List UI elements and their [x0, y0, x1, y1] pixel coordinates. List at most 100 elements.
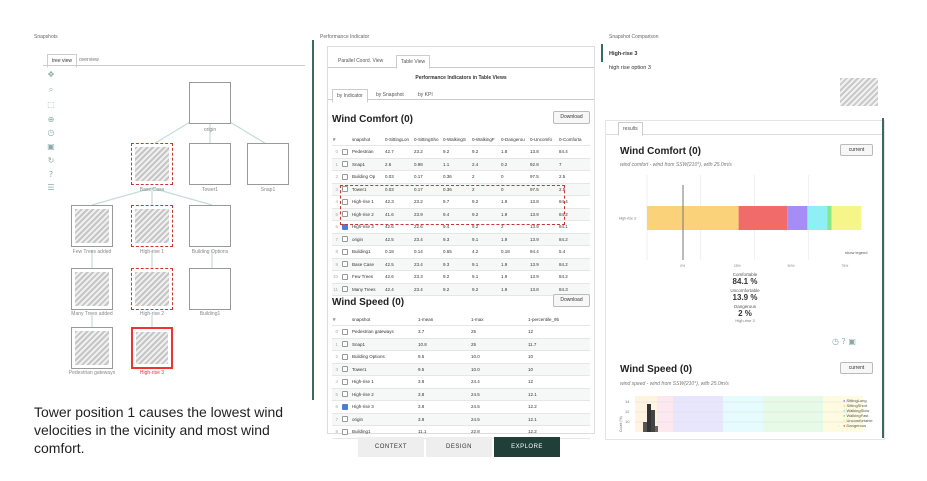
- table-row[interactable]: 1 Snap1 2.6 0.98 1.1 2.4 0.2 92.8 7: [332, 158, 590, 171]
- node-icon[interactable]: ⊕: [47, 115, 55, 124]
- table-row[interactable]: 8 Building1 0.18 0.14 0.65 4.2 0.18 94.4 5.4: [332, 245, 590, 259]
- tree-node-few-trees[interactable]: [71, 205, 113, 247]
- save-icon[interactable]: ▣: [47, 142, 55, 151]
- filter-icon[interactable]: ☰: [47, 183, 55, 192]
- row-checkbox[interactable]: [342, 186, 348, 193]
- table-row[interactable]: 3 Tower1 0.03 0.17 0.36 2 0 97.5 2.5: [332, 183, 590, 196]
- row-checkbox[interactable]: [342, 273, 348, 280]
- column-header[interactable]: #: [332, 313, 341, 326]
- column-header[interactable]: 0-Dangerou: [500, 133, 529, 146]
- row-checkbox[interactable]: [342, 286, 348, 293]
- row-checkbox[interactable]: [342, 161, 348, 168]
- tree-node-high-rise-2[interactable]: [131, 268, 173, 310]
- table-row[interactable]: 11 Many Trees 42.4 23.4 9.2 9.2 1.9 13.8 84.3: [332, 283, 590, 296]
- row-checkbox[interactable]: [342, 261, 348, 268]
- tab-by-snapshot[interactable]: by Snapshot: [376, 92, 404, 98]
- tree-node-tower1[interactable]: [189, 143, 231, 185]
- table-row[interactable]: 5 High-rise 2 41.6 23.9 9.4 9.2 1.9 13.9 84.2: [332, 208, 590, 221]
- column-header[interactable]: [341, 313, 351, 326]
- column-header[interactable]: 0-SittingSho: [413, 133, 442, 146]
- column-header[interactable]: 1-percentile_95: [527, 313, 590, 326]
- column-header[interactable]: snapshot: [351, 133, 384, 146]
- column-header[interactable]: 1-mean: [417, 313, 470, 326]
- bar-segment[interactable]: [831, 206, 862, 230]
- select-icon[interactable]: ⬚: [47, 100, 55, 109]
- column-header[interactable]: 1-max: [470, 313, 527, 326]
- tab-results[interactable]: results: [618, 122, 643, 136]
- tab-parallel-coord[interactable]: Parallel Coord. View: [338, 58, 384, 64]
- tab-table-view[interactable]: Table View: [396, 55, 431, 69]
- table-row[interactable]: 0 Pedestrian 42.7 23.2 9.2 9.2 1.8 13.8 84.4: [332, 145, 590, 159]
- row-checkbox[interactable]: [342, 328, 348, 335]
- row-checkbox[interactable]: [342, 428, 348, 435]
- zoom-icon[interactable]: ⌕: [48, 85, 54, 94]
- nav-explore[interactable]: EXPLORE: [494, 437, 560, 457]
- tab-overview[interactable]: overview: [79, 57, 99, 63]
- column-header[interactable]: 0-Comforta: [558, 133, 590, 146]
- help-icon[interactable]: ?: [48, 170, 54, 179]
- table-row[interactable]: 10 Few Trees 42.6 23.3 9.2 9.1 1.9 13.9 84.2: [332, 270, 590, 284]
- tree-node-origin[interactable]: [189, 82, 231, 124]
- nav-context[interactable]: CONTEXT: [358, 437, 424, 457]
- table-row[interactable]: 3 Tower1 9.5 10.0 10: [332, 363, 590, 376]
- table-row[interactable]: 7 origin 42.5 23.4 9.3 9.1 1.9 13.9 84.2: [332, 233, 590, 246]
- bar-segment[interactable]: [738, 206, 788, 230]
- column-header[interactable]: 0-SittingLon: [384, 133, 413, 146]
- row-checkbox[interactable]: [342, 236, 348, 243]
- table-row[interactable]: 2 Building Op 0.03 0.17 0.36 2 0 97.5 2.5: [332, 170, 590, 184]
- table-row[interactable]: 0 Pedestrian gateways 3.7 25 12: [332, 325, 590, 339]
- download-button-speed[interactable]: Download: [553, 294, 590, 307]
- bar-segment[interactable]: [827, 206, 832, 230]
- refresh-icon[interactable]: ◷: [47, 128, 55, 137]
- tab-by-kpi[interactable]: by KPI: [418, 92, 433, 98]
- table-row[interactable]: 6 High-rise 3 42.6 22.6 9.4 9.2 2 13.9 84.1: [332, 220, 590, 234]
- show-legend-toggle[interactable]: show legend: [845, 250, 868, 255]
- tree-node-many-trees[interactable]: [71, 268, 113, 310]
- column-header[interactable]: 0-Uncomfo: [529, 133, 558, 146]
- table-row[interactable]: 4 High-rise 1 42.3 23.2 9.7 9.2 1.9 13.8 84.4: [332, 195, 590, 209]
- tree-node-high-rise-1[interactable]: [131, 205, 173, 247]
- column-header[interactable]: #: [332, 133, 341, 146]
- column-header[interactable]: snapshot: [351, 313, 417, 326]
- help-icon[interactable]: ?: [841, 337, 846, 346]
- column-header[interactable]: [341, 133, 351, 146]
- bar-segment[interactable]: [787, 206, 808, 230]
- row-checkbox[interactable]: [342, 403, 348, 410]
- table-row[interactable]: 5 High-rise 2 3.8 24.5 12.1: [332, 388, 590, 401]
- nav-design[interactable]: DESIGN: [426, 437, 492, 457]
- refresh-icon[interactable]: ◷: [832, 337, 839, 346]
- tree-node-high-rise-3[interactable]: [131, 327, 173, 369]
- table-row[interactable]: 1 Snap1 10.8 25 11.7: [332, 338, 590, 351]
- row-checkbox[interactable]: [342, 148, 348, 155]
- current-button-comfort[interactable]: current: [840, 144, 873, 156]
- row-checkbox[interactable]: [342, 173, 348, 180]
- tab-by-indicator[interactable]: by Indicator: [332, 89, 368, 103]
- download-button-comfort[interactable]: Download: [553, 111, 590, 124]
- column-header[interactable]: 0-WalkingF: [471, 133, 500, 146]
- bar-segment[interactable]: [647, 206, 739, 230]
- table-row[interactable]: 9 Base Case 42.5 23.4 9.3 9.1 1.9 13.9 84.2: [332, 258, 590, 271]
- save-icon[interactable]: ▣: [848, 337, 856, 346]
- table-row[interactable]: 4 High-rise 1 3.8 24.4 12: [332, 375, 590, 389]
- row-checkbox[interactable]: [342, 341, 348, 348]
- bar-segment[interactable]: [807, 206, 828, 230]
- move-icon[interactable]: ✥: [47, 70, 55, 79]
- tree-node-snap1[interactable]: [247, 143, 289, 185]
- row-checkbox[interactable]: [342, 198, 348, 205]
- row-checkbox[interactable]: [342, 416, 348, 423]
- table-row[interactable]: 6 High-rise 3 3.8 24.5 12.2: [332, 400, 590, 414]
- row-checkbox[interactable]: [342, 353, 348, 360]
- table-row[interactable]: 2 Building Options 9.5 10.0 10: [332, 350, 590, 364]
- tree-node-building1[interactable]: [189, 268, 231, 310]
- reset-icon[interactable]: ↻: [47, 156, 55, 165]
- tree-node-pedestrian-gateways[interactable]: [71, 327, 113, 369]
- tree-node-base-case[interactable]: [131, 143, 173, 185]
- table-row[interactable]: 7 origin 3.8 24.5 12.1: [332, 413, 590, 426]
- row-checkbox[interactable]: [342, 366, 348, 373]
- row-checkbox[interactable]: [342, 378, 348, 385]
- column-header[interactable]: 0-WalkingS: [442, 133, 471, 146]
- row-checkbox[interactable]: [342, 211, 348, 218]
- row-checkbox[interactable]: [342, 248, 348, 255]
- current-button-speed[interactable]: current: [840, 362, 873, 374]
- tree-node-building-options[interactable]: [189, 205, 231, 247]
